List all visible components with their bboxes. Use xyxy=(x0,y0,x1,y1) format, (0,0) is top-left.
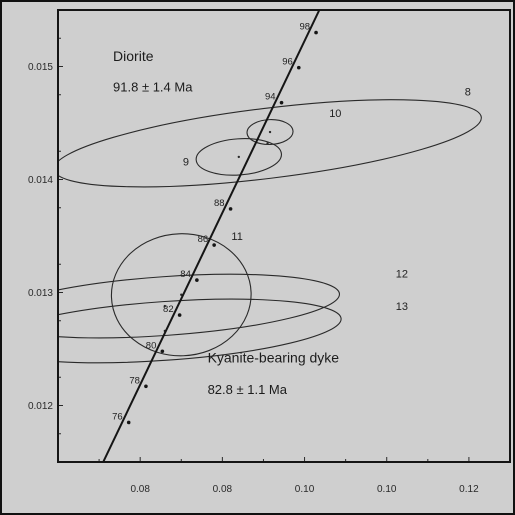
age-label-80: 80 xyxy=(146,340,157,351)
ellipse-center-9 xyxy=(237,155,240,159)
age-label-88: 88 xyxy=(214,198,225,209)
ellipse-label-10: 10 xyxy=(329,108,341,120)
annotation-diorite_title: Diorite xyxy=(113,48,154,64)
age-mark-88 xyxy=(228,207,233,211)
age-label-98: 98 xyxy=(299,22,310,33)
plot-area xyxy=(58,10,482,462)
age-mark-76 xyxy=(126,420,131,425)
error-ellipse-10 xyxy=(246,119,294,146)
age-label-94: 94 xyxy=(265,92,276,103)
age-mark-84 xyxy=(195,278,199,282)
y-tick-label: 0.014 xyxy=(28,175,53,186)
ellipse-center-10 xyxy=(268,130,272,134)
ellipse-label-11: 11 xyxy=(231,231,242,243)
x-tick-label: 0.10 xyxy=(377,484,397,495)
age-label-78: 78 xyxy=(129,375,140,386)
ellipse-label-8: 8 xyxy=(465,86,471,98)
error-ellipse-12 xyxy=(58,273,341,339)
x-tick-label: 0.08 xyxy=(130,484,150,495)
error-ellipse-8 xyxy=(58,99,482,188)
age-mark-86 xyxy=(212,243,216,247)
ellipse-label-12: 12 xyxy=(396,268,408,280)
age-mark-78 xyxy=(144,384,148,389)
labels-layer: 8 9 10 11 12 13 76 78 80 82 84 86 88 94 96 98 Diorite 91.… xyxy=(112,22,471,423)
ellipse-center-12 xyxy=(163,304,167,308)
ellipse-label-9: 9 xyxy=(183,156,189,168)
age-mark-82 xyxy=(177,313,182,317)
error-ellipse-11 xyxy=(110,233,252,357)
concordia-layer xyxy=(102,10,321,462)
error-ellipse-13 xyxy=(58,298,342,364)
x-tick-label: 0.08 xyxy=(213,484,233,495)
age-label-82: 82 xyxy=(163,304,174,315)
age-label-86: 86 xyxy=(198,234,209,245)
x-tick-label: 0.12 xyxy=(459,484,479,495)
age-label-96: 96 xyxy=(282,57,293,68)
y-tick-label: 0.015 xyxy=(28,62,53,73)
age-mark-80 xyxy=(160,349,165,354)
annotation-dyke_age: 82.8 ± 1.1 Ma xyxy=(208,382,288,397)
age-label-76: 76 xyxy=(112,411,123,422)
concordia-curve xyxy=(102,10,321,462)
age-label-84: 84 xyxy=(180,269,191,280)
ellipse-label-13: 13 xyxy=(396,301,408,313)
age-mark-98 xyxy=(314,30,318,35)
y-tick-label: 0.013 xyxy=(28,288,53,299)
ellipses-layer xyxy=(58,99,482,364)
age-mark-96 xyxy=(296,65,301,70)
age-mark-94 xyxy=(279,100,284,105)
x-tick-label: 0.10 xyxy=(295,484,315,495)
annotation-dyke_title: Kyanite-bearing dyke xyxy=(208,350,340,366)
annotation-diorite_age: 91.8 ± 1.4 Ma xyxy=(113,79,193,94)
plot-frame xyxy=(57,9,511,463)
y-tick-label: 0.012 xyxy=(28,401,53,412)
